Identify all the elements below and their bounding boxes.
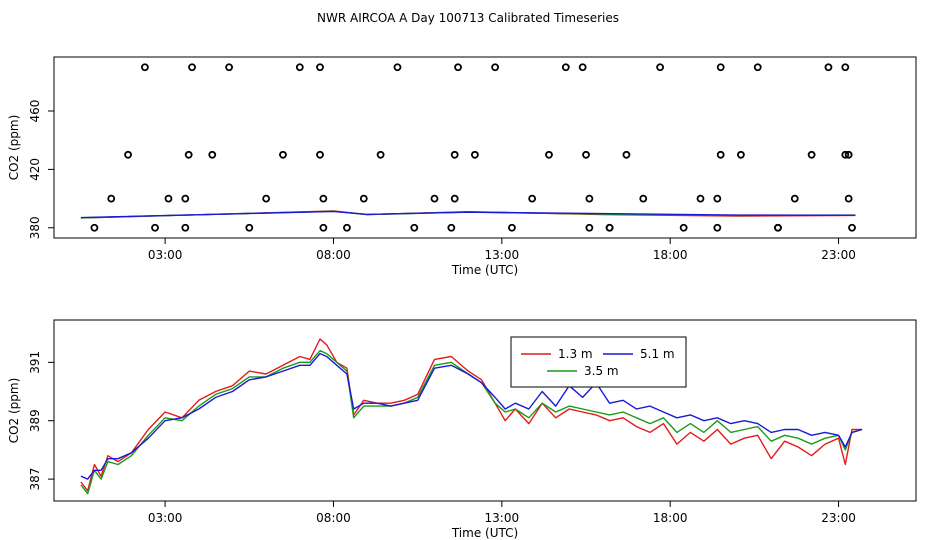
calibration-point (585, 194, 594, 203)
y-tick-label: 420 (28, 158, 42, 181)
calibration-point (753, 63, 762, 72)
x-tick-label: 13:00 (485, 248, 520, 262)
calibration-point (844, 194, 853, 203)
calibration-point (561, 63, 570, 72)
x-axis-label: Time (UTC) (451, 526, 518, 540)
legend-label: 1.3 m (558, 347, 593, 361)
calibration-point (656, 63, 664, 72)
calibration-point (605, 223, 614, 232)
y-axis-label: CO2 (ppm) (7, 115, 21, 181)
calibration-point (848, 223, 856, 232)
calibration-point (343, 223, 351, 232)
calibration-point (181, 194, 190, 203)
calibration-point (578, 63, 587, 72)
y-tick-label: 460 (28, 100, 42, 123)
legend-label: 3.5 m (584, 364, 619, 378)
calibration-point (208, 150, 217, 159)
calibration-point (181, 223, 190, 232)
x-tick-label: 03:00 (148, 511, 183, 525)
calibration-point (107, 194, 116, 203)
calibration-point (430, 194, 439, 203)
calibration-point (841, 63, 850, 72)
x-tick-label: 03:00 (148, 248, 183, 262)
calibration-point (491, 63, 500, 72)
x-tick-label: 18:00 (653, 248, 688, 262)
x-tick-label: 13:00 (485, 511, 520, 525)
calibration-point (841, 150, 850, 159)
calibration-point (716, 150, 725, 159)
calibration-point (141, 63, 149, 72)
calibration-point (585, 223, 594, 232)
x-axis-label: Time (UTC) (451, 263, 518, 277)
calibration-point (508, 223, 516, 232)
calibration-point (376, 150, 385, 159)
calibration-point (188, 63, 196, 72)
calibration-point (450, 150, 459, 159)
calibration-point (696, 194, 705, 203)
calibration-point (528, 194, 537, 203)
calibration-point (359, 194, 368, 203)
legend: 1.3 m 3.5 m 5.1 m (510, 336, 687, 388)
calibration-point (713, 223, 722, 232)
calibration-point (774, 223, 782, 232)
calibration-point (582, 150, 590, 159)
calibration-point (790, 194, 799, 203)
calibration-point (454, 63, 462, 72)
calibration-point (393, 63, 402, 72)
y-tick-label: 391 (28, 351, 42, 374)
y-tick-label: 387 (28, 468, 42, 491)
calibration-point (151, 223, 159, 232)
calibration-point (844, 150, 853, 159)
series-line-5-1-mm (80, 352, 863, 480)
x-tick-label: 18:00 (653, 511, 688, 525)
x-tick-label: 23:00 (821, 511, 856, 525)
calibration-point (316, 150, 324, 159)
calibration-point (824, 63, 833, 72)
lower-panel: 03:00 08:00 13:00 18:00 23:00 Time (UTC) 387 38… (7, 319, 917, 540)
plot-frame (53, 319, 917, 502)
calibration-point (639, 194, 648, 203)
y-tick-label: 380 (28, 216, 42, 239)
calibration-point (164, 194, 173, 203)
calibration-point (295, 63, 304, 72)
y-tick-label: 389 (28, 409, 42, 432)
calibration-point (184, 150, 193, 159)
calibration-point (716, 63, 725, 72)
legend-box (510, 336, 687, 388)
calibration-point (319, 223, 328, 232)
calibration-point (410, 223, 419, 232)
calibration-point (262, 194, 271, 203)
calibration-point (245, 223, 254, 232)
series-line-3-5-mm (80, 350, 863, 495)
calibration-point (545, 150, 553, 159)
upper-panel: 03:00 08:00 13:00 18:00 23:00 Time (UTC) 380 42… (7, 56, 917, 277)
calibration-point (447, 223, 456, 232)
calibration-point (319, 194, 328, 203)
x-tick-label: 08:00 (316, 248, 351, 262)
calibration-point (279, 150, 287, 159)
calibration-point (470, 150, 479, 159)
calibration-point (622, 150, 631, 159)
x-tick-label: 08:00 (316, 511, 351, 525)
plot-area (80, 63, 856, 232)
x-tick-label: 23:00 (821, 248, 856, 262)
calibration-point (450, 194, 459, 203)
calibration-point (225, 63, 233, 72)
plot-area (80, 338, 863, 495)
plot-frame (53, 56, 917, 239)
calibration-point (316, 63, 324, 72)
calibration-point (90, 223, 99, 232)
series-line-1-3-mm (80, 338, 863, 492)
calibration-point (124, 150, 132, 159)
calibration-point (713, 194, 722, 203)
y-axis-label: CO2 (ppm) (7, 378, 21, 444)
legend-label: 5.1 m (640, 347, 675, 361)
series-line-5-1-mm (80, 210, 856, 219)
chart-title: NWR AIRCOA A Day 100713 Calibrated Times… (317, 11, 619, 25)
calibration-point (737, 150, 745, 159)
calibration-point (807, 150, 816, 159)
calibration-point (679, 223, 688, 232)
